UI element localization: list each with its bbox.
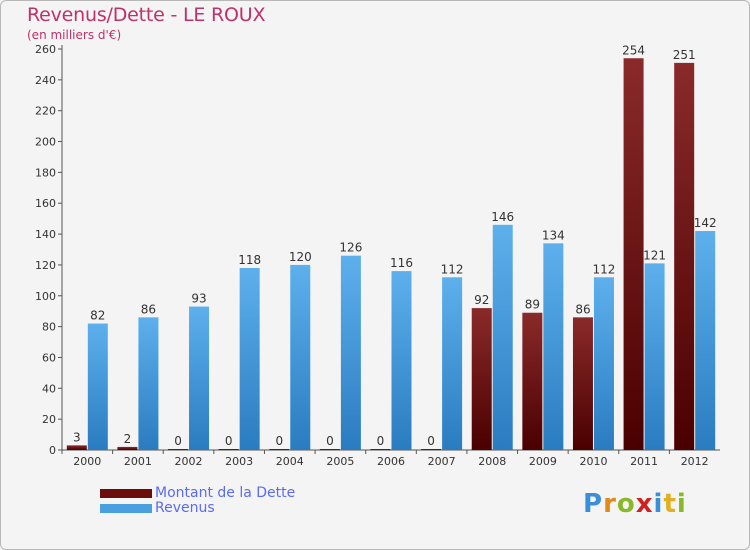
data-label: 251 xyxy=(673,48,696,62)
data-label: 112 xyxy=(441,262,464,276)
data-label: 89 xyxy=(525,298,540,312)
y-tick-label: 140 xyxy=(35,228,56,241)
bar-dette xyxy=(117,446,138,450)
y-tick-label: 100 xyxy=(35,290,56,303)
bar-dette xyxy=(269,449,290,450)
y-tick-label: 160 xyxy=(35,197,56,210)
data-label: 0 xyxy=(174,434,182,448)
data-label: 82 xyxy=(90,309,105,323)
y-tick-label: 200 xyxy=(35,136,56,149)
x-tick-label: 2012 xyxy=(681,455,709,468)
x-tick-label: 2005 xyxy=(326,455,354,468)
bar-revenus xyxy=(593,277,614,450)
y-tick-label: 240 xyxy=(35,74,56,87)
bar-dette xyxy=(370,449,391,450)
x-tick-label: 2004 xyxy=(276,455,304,468)
x-tick-label: 2000 xyxy=(73,455,101,468)
data-label: 0 xyxy=(225,434,233,448)
data-label: 0 xyxy=(377,434,385,448)
x-tick-label: 2010 xyxy=(579,455,607,468)
logo-letter: r xyxy=(603,489,617,519)
logo-letter: P xyxy=(583,489,604,519)
bar-dette xyxy=(319,449,340,450)
bar-dette xyxy=(471,308,492,450)
bar-revenus xyxy=(87,323,108,450)
data-label: 126 xyxy=(339,241,362,255)
data-label: 86 xyxy=(141,302,156,316)
data-label: 142 xyxy=(694,216,717,230)
y-tick-label: 260 xyxy=(35,43,56,56)
chart-subtitle: (en milliers d'€) xyxy=(27,28,122,42)
bar-revenus xyxy=(644,263,665,450)
x-tick-label: 2003 xyxy=(225,455,253,468)
bar-revenus xyxy=(189,306,210,450)
data-label: 86 xyxy=(575,302,590,316)
x-tick-label: 2006 xyxy=(377,455,405,468)
chart-axes: 0204060801001201401601802002202402602000… xyxy=(35,43,720,468)
y-tick-label: 40 xyxy=(42,382,56,395)
data-label: 120 xyxy=(289,250,312,264)
x-tick-label: 2001 xyxy=(124,455,152,468)
x-tick-label: 2008 xyxy=(478,455,506,468)
legend-swatch-debt xyxy=(100,489,152,498)
y-tick-label: 60 xyxy=(42,351,56,364)
y-tick-label: 220 xyxy=(35,105,56,118)
data-label: 254 xyxy=(622,43,645,57)
bar-revenus xyxy=(290,264,311,450)
bar-dette xyxy=(421,449,442,450)
x-tick-label: 2002 xyxy=(175,455,203,468)
bar-dette xyxy=(168,449,189,450)
legend-label-debt: Montant de la Dette xyxy=(155,485,296,501)
y-tick-label: 180 xyxy=(35,166,56,179)
bar-revenus xyxy=(442,277,463,450)
bar-dette xyxy=(66,445,87,450)
legend-label-revenus: Revenus xyxy=(155,500,215,516)
x-tick-label: 2009 xyxy=(529,455,557,468)
bar-dette xyxy=(218,449,239,450)
logo-letter: i xyxy=(676,489,687,519)
bar-revenus xyxy=(391,271,412,450)
bar-revenus xyxy=(340,255,361,450)
data-label: 121 xyxy=(643,248,666,262)
data-label: 3 xyxy=(73,430,81,444)
data-label: 2 xyxy=(124,432,132,446)
bar-dette xyxy=(572,317,593,450)
data-label: 146 xyxy=(491,210,514,224)
data-label: 92 xyxy=(474,293,489,307)
logo-letter: t xyxy=(663,489,677,519)
data-label: 93 xyxy=(191,292,206,306)
logo-letter: x xyxy=(635,489,654,519)
data-label: 112 xyxy=(593,262,616,276)
proxiti-logo: Proxiti xyxy=(583,489,687,519)
bar-dette xyxy=(674,62,695,450)
data-label: 0 xyxy=(326,434,334,448)
y-tick-label: 120 xyxy=(35,259,56,272)
data-label: 118 xyxy=(238,253,261,267)
bar-revenus xyxy=(543,243,564,450)
y-tick-label: 80 xyxy=(42,321,56,334)
logo-letter: o xyxy=(616,489,636,519)
bar-revenus xyxy=(492,224,513,450)
chart-title: Revenus/Dette - LE ROUX xyxy=(27,4,266,26)
data-label: 116 xyxy=(390,256,413,270)
bar-revenus xyxy=(695,230,716,450)
bar-revenus xyxy=(138,317,159,450)
bar-dette xyxy=(623,58,644,450)
x-tick-label: 2011 xyxy=(630,455,658,468)
bar-revenus xyxy=(239,268,260,450)
y-tick-label: 0 xyxy=(49,444,56,457)
bar-dette xyxy=(522,312,543,450)
data-label: 0 xyxy=(275,434,283,448)
data-label: 0 xyxy=(427,434,435,448)
data-label: 134 xyxy=(542,228,565,242)
chart-bars xyxy=(66,58,716,450)
y-tick-label: 20 xyxy=(42,413,56,426)
legend-swatch-revenus xyxy=(100,504,152,513)
chart-data-labels: 3 82 2 86 0 93 0 118 0 120 0 126 0 116 0 112 92 146 89 134 8… xyxy=(73,43,717,448)
x-tick-label: 2007 xyxy=(428,455,456,468)
logo-letter: i xyxy=(653,489,664,519)
